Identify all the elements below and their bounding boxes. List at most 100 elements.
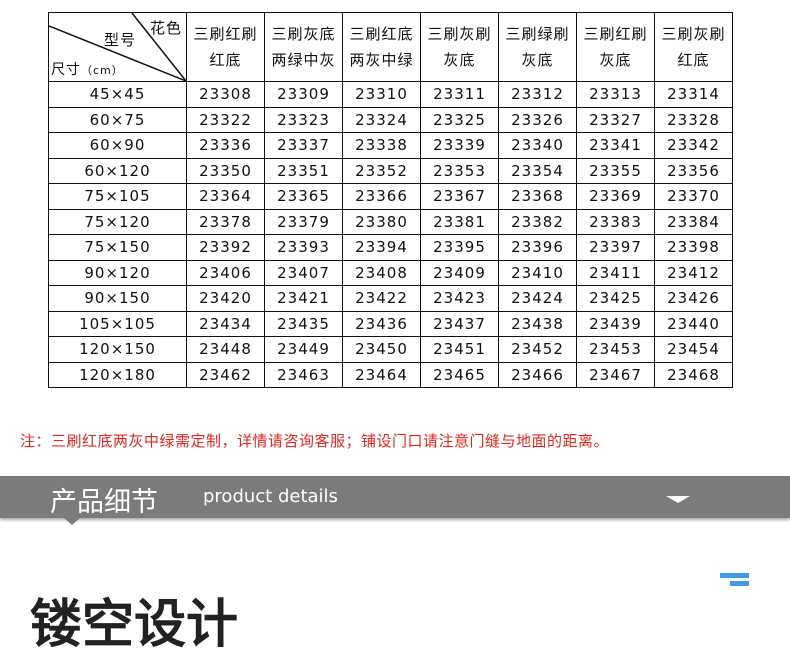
code-cell: 23380 — [342, 208, 421, 235]
code-cell: 23422 — [342, 285, 421, 312]
code-cell: 23340 — [498, 132, 577, 159]
code-cell: 23379 — [264, 208, 343, 235]
code-cell: 23423 — [420, 285, 499, 312]
code-cell: 23463 — [264, 361, 343, 388]
code-cell: 23327 — [576, 106, 655, 133]
code-cell: 23342 — [654, 132, 733, 159]
code-cell: 23326 — [498, 106, 577, 133]
code-cell: 23368 — [498, 183, 577, 210]
code-cell: 23439 — [576, 310, 655, 337]
code-cell: 23312 — [498, 81, 577, 108]
code-cell: 23393 — [264, 234, 343, 261]
pointer-notch — [64, 518, 80, 525]
size-cell: 60×120 — [48, 157, 187, 184]
code-cell: 23382 — [498, 208, 577, 235]
size-cell: 90×150 — [48, 285, 187, 312]
table-row: 90×150 23420 23421 23422 23423 23424 23425 2342… — [48, 285, 733, 312]
code-cell: 23338 — [342, 132, 421, 159]
column-header: 三刷灰刷 灰底 — [420, 12, 499, 82]
code-cell: 23465 — [420, 361, 499, 388]
table-row: 75×120 23378 23379 23380 23381 23382 23383 2338… — [48, 208, 733, 235]
column-header-line: 灰底 — [521, 51, 554, 69]
column-header: 三刷绿刷 灰底 — [498, 12, 577, 82]
column-header-line: 红底 — [209, 51, 242, 69]
code-cell: 23449 — [264, 336, 343, 363]
color-label: 花色 — [149, 19, 182, 37]
column-header-line: 三刷灰底 — [271, 25, 336, 43]
code-cell: 23314 — [654, 81, 733, 108]
size-cell: 75×150 — [48, 234, 187, 261]
column-header-line: 三刷灰刷 — [427, 25, 492, 43]
corner-header: 花色 型号 尺寸（cm） — [48, 12, 187, 82]
table-row: 120×180 23462 23463 23464 23465 23466 23467 234… — [48, 361, 733, 388]
code-cell: 23453 — [576, 336, 655, 363]
code-cell: 23354 — [498, 157, 577, 184]
table-row: 105×105 23434 23435 23436 23437 23438 23439 234… — [48, 310, 733, 337]
code-cell: 23468 — [654, 361, 733, 388]
code-cell: 23352 — [342, 157, 421, 184]
code-cell: 23383 — [576, 208, 655, 235]
caret-down-icon — [666, 496, 690, 503]
column-header: 三刷红底 两灰中绿 — [342, 12, 421, 82]
code-cell: 23440 — [654, 310, 733, 337]
code-cell: 23308 — [186, 81, 265, 108]
code-cell: 23336 — [186, 132, 265, 159]
code-cell: 23324 — [342, 106, 421, 133]
code-cell: 23406 — [186, 259, 265, 286]
banner-title: 产品细节 — [50, 487, 158, 518]
column-header: 三刷红刷 灰底 — [576, 12, 655, 82]
code-cell: 23384 — [654, 208, 733, 235]
code-cell: 23408 — [342, 259, 421, 286]
column-header-line: 两灰中绿 — [349, 51, 414, 69]
code-cell: 23437 — [420, 310, 499, 337]
table-row: 75×105 23364 23365 23366 23367 23368 23369 2337… — [48, 183, 733, 210]
code-cell: 23466 — [498, 361, 577, 388]
code-cell: 23398 — [654, 234, 733, 261]
code-cell: 23370 — [654, 183, 733, 210]
column-header: 三刷灰刷 红底 — [654, 12, 733, 82]
code-cell: 23366 — [342, 183, 421, 210]
code-cell: 23410 — [498, 259, 577, 286]
size-label: 尺寸 — [51, 62, 81, 78]
table-row: 120×150 23448 23449 23450 23451 23452 23453 234… — [48, 336, 733, 363]
code-cell: 23434 — [186, 310, 265, 337]
table-row: 60×90 23336 23337 23338 23339 23340 23341 23342 — [48, 132, 733, 159]
code-cell: 23420 — [186, 285, 265, 312]
section-banner: 产品细节 product details — [0, 476, 790, 525]
code-cell: 23451 — [420, 336, 499, 363]
code-cell: 23313 — [576, 81, 655, 108]
column-header-line: 三刷红刷 — [193, 25, 258, 43]
code-cell: 23435 — [264, 310, 343, 337]
model-label: 型号 — [104, 31, 137, 49]
column-header-line: 三刷灰刷 — [661, 25, 726, 43]
custom-order-note: 注：三刷红底两灰中绿需定制，详情请咨询客服；铺设门口请注意门缝与地面的距离。 — [20, 432, 610, 450]
code-cell: 23341 — [576, 132, 655, 159]
code-cell: 23323 — [264, 106, 343, 133]
code-cell: 23464 — [342, 361, 421, 388]
section-title: 镂空设计 — [30, 595, 239, 655]
code-cell: 23392 — [186, 234, 265, 261]
column-header-line: 三刷红刷 — [583, 25, 648, 43]
banner-subtitle: product details — [203, 486, 338, 507]
code-cell: 23407 — [264, 259, 343, 286]
code-cell: 23394 — [342, 234, 421, 261]
column-header-line: 三刷绿刷 — [505, 25, 570, 43]
table-row: 90×120 23406 23407 23408 23409 23410 23411 2341… — [48, 259, 733, 286]
diagonal-lines — [49, 13, 186, 81]
code-cell: 23353 — [420, 157, 499, 184]
code-cell: 23424 — [498, 285, 577, 312]
column-header-line: 灰底 — [443, 51, 476, 69]
code-cell: 23356 — [654, 157, 733, 184]
code-cell: 23448 — [186, 336, 265, 363]
code-cell: 23412 — [654, 259, 733, 286]
size-cell: 60×75 — [48, 106, 187, 133]
code-cell: 23310 — [342, 81, 421, 108]
table-row: 75×150 23392 23393 23394 23395 23396 23397 2339… — [48, 234, 733, 261]
table-row: 60×120 23350 23351 23352 23353 23354 23355 2335… — [48, 157, 733, 184]
size-cell: 45×45 — [48, 81, 187, 108]
code-cell: 23364 — [186, 183, 265, 210]
code-cell: 23450 — [342, 336, 421, 363]
size-code-table: 花色 型号 尺寸（cm） 三刷红刷 红底 三刷灰底 两绿中灰 三刷红底 两灰中绿 三刷灰刷灰… — [48, 12, 733, 388]
code-cell: 23311 — [420, 81, 499, 108]
code-cell: 23454 — [654, 336, 733, 363]
